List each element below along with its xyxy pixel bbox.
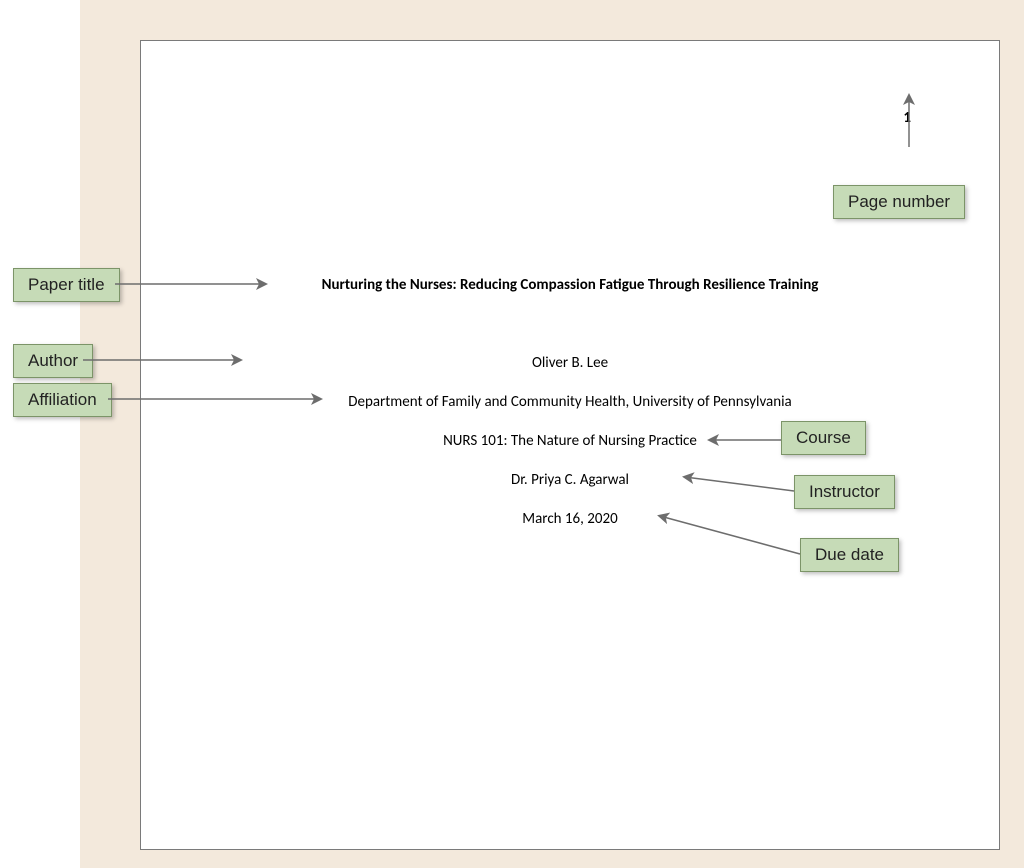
page-number: 1	[903, 109, 911, 127]
left-margin-strip	[0, 0, 80, 868]
label-due-date: Due date	[800, 538, 899, 572]
document-page: 1 Nurturing the Nurses: Reducing Compass…	[140, 40, 1000, 850]
label-affiliation: Affiliation	[13, 383, 112, 417]
label-page-number: Page number	[833, 185, 965, 219]
label-author: Author	[13, 344, 93, 378]
due-date-line: March 16, 2020	[141, 510, 999, 528]
affiliation-line: Department of Family and Community Healt…	[141, 393, 999, 411]
label-instructor: Instructor	[794, 475, 895, 509]
label-course: Course	[781, 421, 866, 455]
paper-title: Nurturing the Nurses: Reducing Compassio…	[141, 276, 999, 294]
course-line: NURS 101: The Nature of Nursing Practice	[141, 432, 999, 450]
label-paper-title: Paper title	[13, 268, 120, 302]
author-line: Oliver B. Lee	[141, 354, 999, 372]
